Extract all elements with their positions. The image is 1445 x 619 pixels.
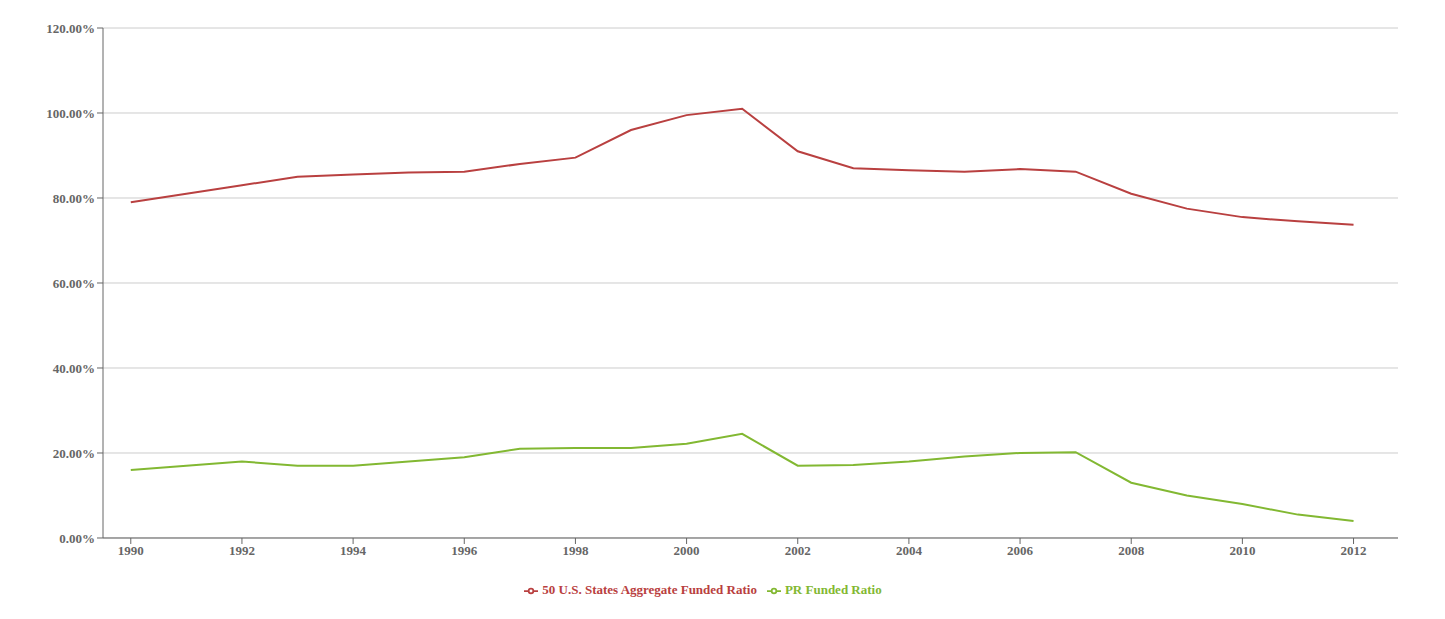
svg-text:40.00%: 40.00% (53, 361, 95, 376)
svg-text:20.00%: 20.00% (53, 446, 95, 461)
svg-text:2000: 2000 (674, 543, 700, 558)
svg-text:1990: 1990 (118, 543, 144, 558)
svg-text:2004: 2004 (896, 543, 923, 558)
svg-text:2008: 2008 (1118, 543, 1145, 558)
svg-text:1992: 1992 (229, 543, 255, 558)
svg-text:1994: 1994 (340, 543, 367, 558)
svg-text:1998: 1998 (562, 543, 589, 558)
svg-text:80.00%: 80.00% (53, 191, 95, 206)
svg-text:2012: 2012 (1341, 543, 1367, 558)
svg-text:60.00%: 60.00% (53, 276, 95, 291)
svg-text:2002: 2002 (785, 543, 811, 558)
svg-text:0.00%: 0.00% (59, 531, 95, 546)
svg-text:2010: 2010 (1229, 543, 1255, 558)
html-text:50 U.S. States Aggregate Funde: 50 U.S. States Aggregate Funded Ratio (542, 582, 757, 597)
svg-text:100.00%: 100.00% (46, 106, 95, 121)
svg-text:1996: 1996 (451, 543, 478, 558)
svg-text:120.00%: 120.00% (46, 21, 95, 36)
svg-text:2006: 2006 (1007, 543, 1034, 558)
html-text:PR Funded Ratio: PR Funded Ratio (784, 582, 882, 597)
